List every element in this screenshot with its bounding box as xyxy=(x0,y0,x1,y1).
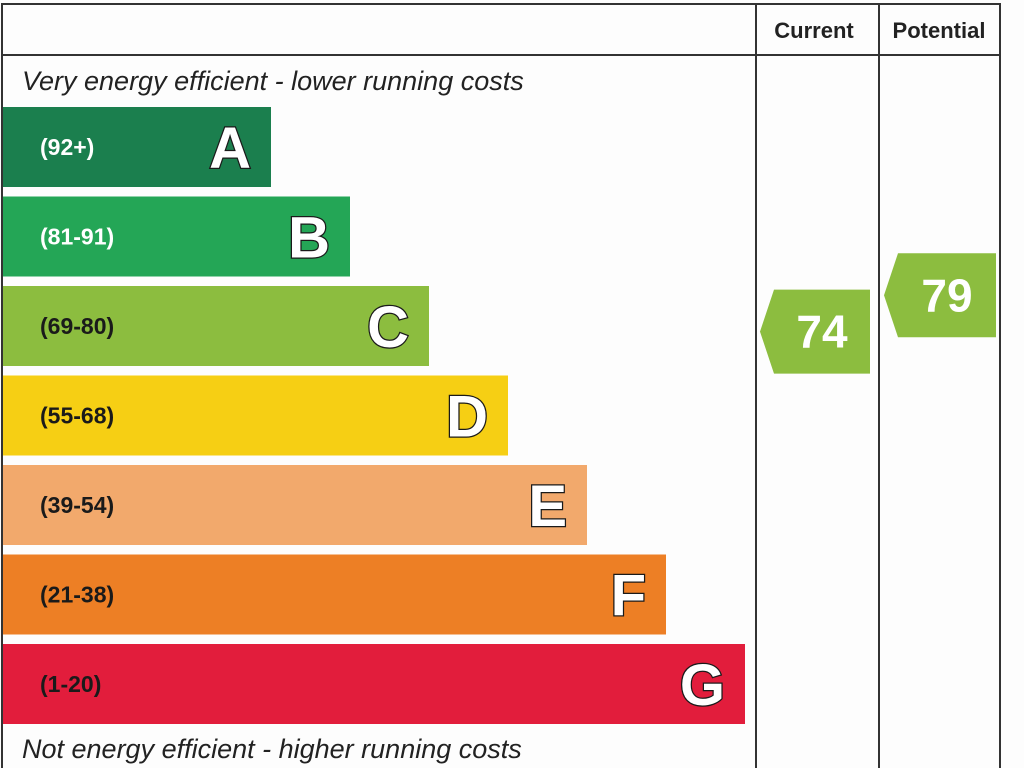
band-g-letter: G xyxy=(680,653,725,718)
band-d-bar xyxy=(3,375,508,456)
band-g-range: (1-20) xyxy=(40,671,101,697)
current-rating-arrow xyxy=(760,289,870,374)
potential-rating-value: 79 xyxy=(921,269,972,321)
band-a-letter: A xyxy=(209,116,251,181)
band-d-letter: D xyxy=(446,385,488,450)
band-b-bar xyxy=(3,196,350,277)
band-b-range: (81-91) xyxy=(40,224,114,250)
current-column-header: Current xyxy=(774,18,854,43)
band-e-range: (39-54) xyxy=(40,492,114,518)
band-d-range: (55-68) xyxy=(40,403,114,429)
top-caption: Very energy efficient - lower running co… xyxy=(22,66,524,96)
rating-arrows: 74 79 xyxy=(760,253,996,374)
rating-bands: (92+) A (81-91) B (69-80) C (55-68) D (39-54) E (2… xyxy=(3,107,745,724)
band-c-letter: C xyxy=(367,295,409,360)
current-rating-value: 74 xyxy=(796,306,848,358)
potential-rating-arrow xyxy=(884,253,996,338)
band-f-letter: F xyxy=(611,564,646,629)
chart-frame xyxy=(1,3,1001,768)
band-e-letter: E xyxy=(528,474,567,539)
band-c-bar xyxy=(3,286,429,366)
band-f-bar xyxy=(3,554,666,635)
band-a-range: (92+) xyxy=(40,134,94,160)
band-a-bar xyxy=(3,107,271,187)
potential-column-header: Potential xyxy=(893,18,986,43)
band-e-bar xyxy=(3,465,587,545)
band-f-range: (21-38) xyxy=(40,582,114,608)
band-c-range: (69-80) xyxy=(40,313,114,339)
band-b-letter: B xyxy=(288,206,330,271)
band-g-bar xyxy=(3,644,745,724)
bottom-caption: Not energy efficient - higher running co… xyxy=(22,734,522,764)
